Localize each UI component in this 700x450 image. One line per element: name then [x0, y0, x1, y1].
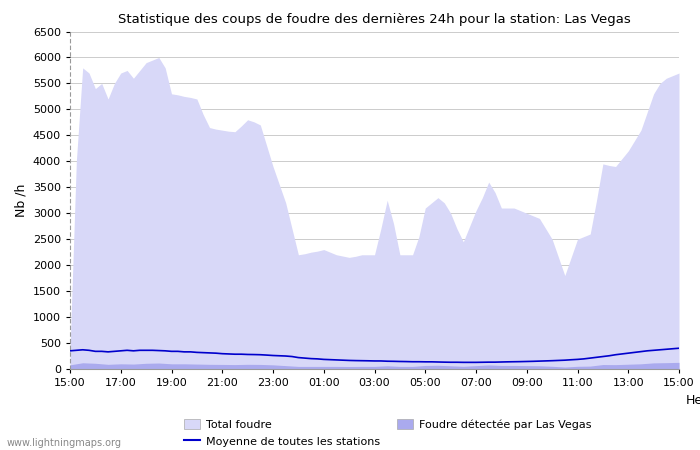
- Text: Heure: Heure: [686, 394, 700, 407]
- Y-axis label: Nb /h: Nb /h: [14, 184, 27, 217]
- Title: Statistique des coups de foudre des dernières 24h pour la station: Las Vegas: Statistique des coups de foudre des dern…: [118, 13, 631, 26]
- Legend: Total foudre, Moyenne de toutes les stations, Foudre détectée par Las Vegas: Total foudre, Moyenne de toutes les stat…: [179, 415, 596, 450]
- Text: www.lightningmaps.org: www.lightningmaps.org: [7, 438, 122, 448]
